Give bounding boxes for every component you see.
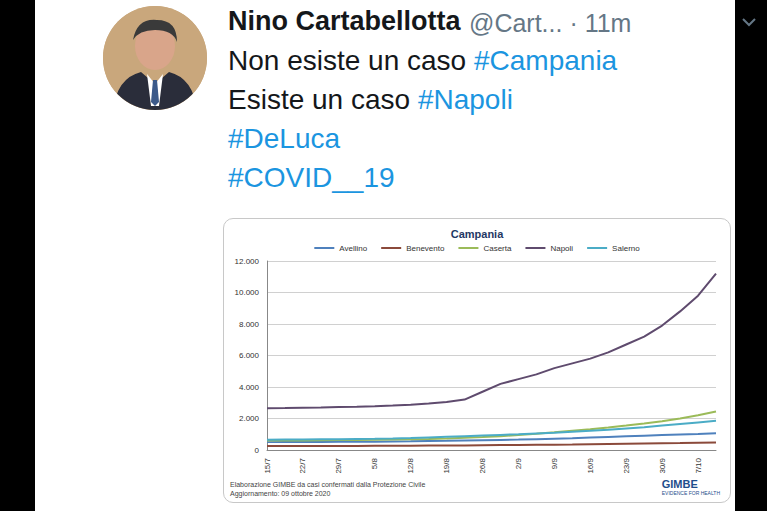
svg-text:Salerno: Salerno: [612, 244, 640, 253]
svg-text:Benevento: Benevento: [406, 244, 445, 253]
html-text:EVIDENCE FOR HEALTH: EVIDENCE FOR HEALTH: [661, 490, 720, 496]
html-text:GIMBE: GIMBE: [661, 478, 698, 490]
svg-text:Avellino: Avellino: [339, 244, 367, 253]
svg-text:10.000: 10.000: [235, 288, 260, 297]
svg-text:6.000: 6.000: [239, 351, 260, 360]
svg-text:12/8: 12/8: [406, 457, 415, 473]
html-text:Nino Cartabellotta @Cart... ·: Nino Cartabellotta @Cart... · 11m: [228, 6, 632, 37]
svg-text:16/9: 16/9: [586, 457, 595, 473]
svg-text:12.000: 12.000: [235, 257, 260, 266]
svg-text:29/7: 29/7: [334, 457, 343, 473]
svg-text:Campania: Campania: [451, 228, 504, 240]
svg-text:23/9: 23/9: [622, 457, 631, 473]
svg-text:2.000: 2.000: [239, 414, 260, 423]
svg-text:4.000: 4.000: [239, 383, 260, 392]
svg-text:5/8: 5/8: [370, 457, 379, 469]
svg-text:8.000: 8.000: [239, 320, 260, 329]
html-text:#COVID__19: #COVID__19: [228, 162, 395, 193]
svg-text:Caserta: Caserta: [483, 244, 512, 253]
svg-text:22/7: 22/7: [298, 457, 307, 473]
svg-text:2/9: 2/9: [514, 457, 523, 469]
svg-text:0: 0: [255, 446, 260, 455]
svg-text:15/7: 15/7: [263, 457, 272, 473]
html-text:Aggiornamento: 09 ottobre 2020: Aggiornamento: 09 ottobre 2020: [230, 490, 331, 497]
html-text:Elaborazione GIMBE da casi con: Elaborazione GIMBE da casi confermati da…: [230, 481, 426, 488]
svg-text:26/8: 26/8: [478, 457, 487, 473]
svg-text:19/8: 19/8: [442, 457, 451, 473]
svg-text:30/9: 30/9: [658, 457, 667, 473]
html-text:Non esiste un caso #Campania: Non esiste un caso #Campania: [228, 45, 618, 76]
svg-text:Napoli: Napoli: [550, 244, 573, 253]
html-text:#DeLuca: #DeLuca: [228, 123, 341, 154]
html-text:Esiste un caso #Napoli: Esiste un caso #Napoli: [228, 84, 513, 115]
svg-text:7/10: 7/10: [694, 457, 703, 473]
svg-text:9/9: 9/9: [550, 457, 559, 469]
